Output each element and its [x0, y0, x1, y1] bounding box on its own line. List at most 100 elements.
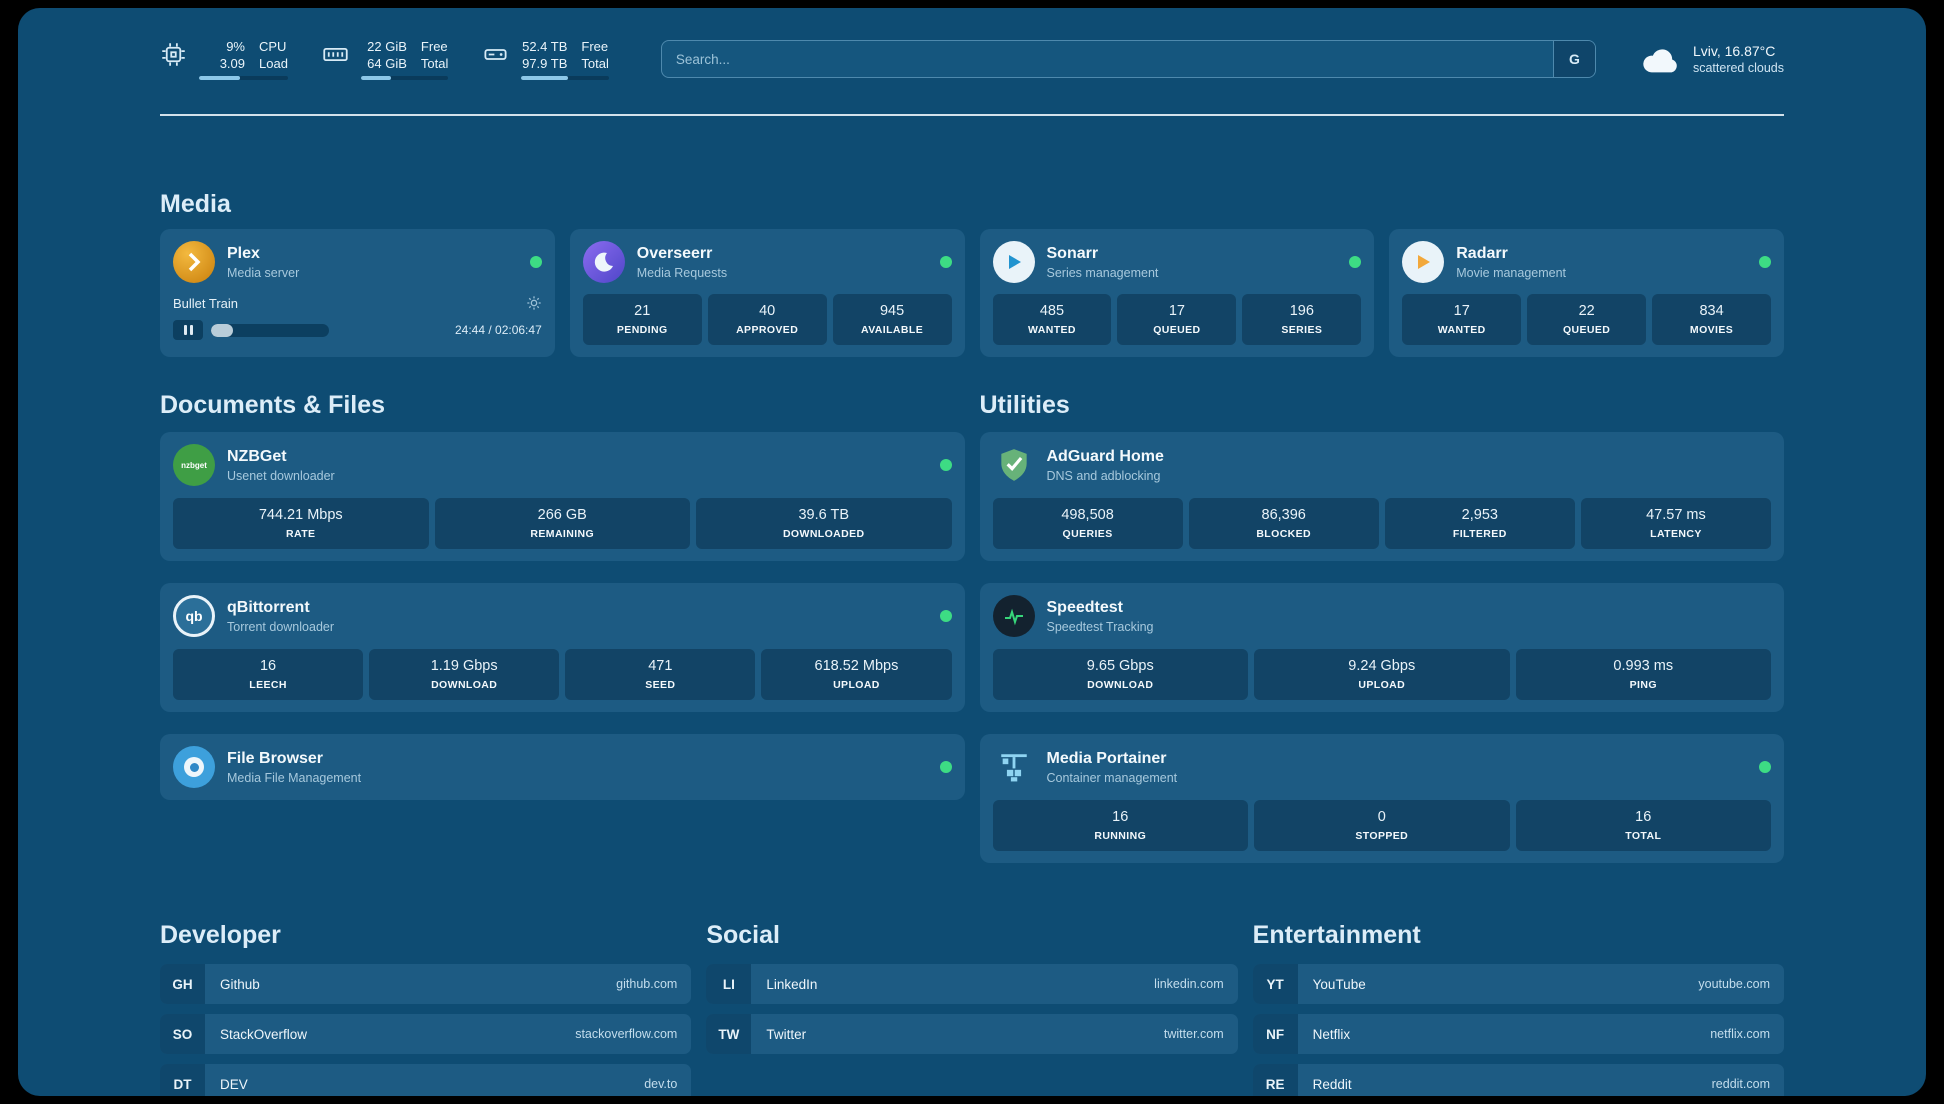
bookmark-stackoverflow[interactable]: SO StackOverflow stackoverflow.com — [160, 1014, 692, 1054]
media-grid: Plex Media server Bullet Train 24:44 / 0… — [160, 229, 1784, 357]
stat-series: 196 SERIES — [1242, 294, 1362, 345]
app-subtitle: Speedtest Tracking — [1046, 620, 1154, 634]
bookmark-netflix[interactable]: NF Netflix netflix.com — [1252, 1014, 1784, 1054]
disk-icon — [482, 41, 509, 68]
stat-running: 16 RUNNING — [992, 800, 1248, 851]
app-card-plex[interactable]: Plex Media server Bullet Train 24:44 / 0… — [160, 229, 555, 357]
status-dot — [529, 256, 542, 268]
bookmark-name: Github — [220, 976, 260, 992]
stat-download: 9.65 Gbps DOWNLOAD — [992, 649, 1248, 700]
bookmark-name: Reddit — [1312, 1076, 1352, 1092]
bookmark-name: StackOverflow — [220, 1026, 308, 1042]
stat-stopped: 0 STOPPED — [1254, 800, 1510, 851]
status-dot — [1759, 256, 1771, 268]
app-name: File Browser — [227, 750, 324, 767]
weather-widget[interactable]: Lviv, 16.87°C scattered clouds — [1640, 42, 1784, 77]
bookmark-abbr: YT — [1252, 964, 1298, 1004]
playback-progress-bar[interactable] — [211, 323, 329, 337]
ram-metric: 22 GiB 64 GiB Free Total — [322, 38, 449, 80]
adguard-icon — [993, 444, 1035, 486]
bookmark-github[interactable]: GH Github github.com — [160, 964, 692, 1004]
gear-icon[interactable] — [526, 295, 542, 311]
app-subtitle: DNS and adblocking — [1046, 469, 1161, 483]
bookmark-reddit[interactable]: RE Reddit reddit.com — [1252, 1064, 1784, 1096]
stat-queries: 498,508 QUERIES — [992, 498, 1183, 549]
bookmark-name: LinkedIn — [766, 976, 818, 992]
top-bar: 9% 3.09 CPU Load — [160, 36, 1784, 82]
weather-condition: scattered clouds — [1692, 60, 1784, 75]
bookmark-name: Twitter — [766, 1026, 807, 1042]
bookmark-twitter[interactable]: TW Twitter twitter.com — [706, 1014, 1238, 1054]
app-name: Speedtest — [1046, 599, 1123, 616]
bookmark-abbr: LI — [706, 964, 752, 1004]
ram-total-value: 64 GiB — [367, 56, 407, 71]
disk-free-value: 52.4 TB — [522, 39, 568, 54]
overseerr-icon — [582, 241, 625, 283]
bookmark-abbr: GH — [160, 964, 205, 1004]
app-name: qBittorrent — [227, 599, 310, 616]
app-subtitle: Media Requests — [636, 266, 728, 280]
stat-filtered: 2,953 FILTERED — [1384, 498, 1575, 549]
app-subtitle: Container management — [1046, 771, 1178, 785]
section-title-media: Media — [160, 190, 231, 218]
app-name: Plex — [227, 245, 260, 262]
disk-total-label: Total — [581, 56, 609, 71]
app-name: Media Portainer — [1046, 750, 1167, 767]
stat-available: 945 AVAILABLE — [832, 294, 952, 345]
status-dot — [939, 761, 952, 773]
bookmark-group-social: Social LI LinkedIn linkedin.com TW Twitt… — [706, 921, 1238, 1096]
status-dot — [939, 459, 952, 471]
app-subtitle: Media server — [227, 266, 300, 280]
cpu-usage-value: 9% — [226, 39, 245, 54]
stat-remaining: 266 GB REMAINING — [434, 498, 690, 549]
now-playing-title: Bullet Train — [173, 295, 239, 311]
bookmark-url: reddit.com — [1711, 1077, 1770, 1091]
stat-upload: 618.52 Mbps UPLOAD — [761, 649, 952, 700]
app-card-nzbget[interactable]: nzbget NZBGet Usenet downloader 744.21 M… — [160, 432, 965, 561]
disk-total-value: 97.9 TB — [522, 56, 568, 71]
app-name: AdGuard Home — [1046, 448, 1164, 465]
app-card-overseerr[interactable]: Overseerr Media Requests 21 PENDING 40 A… — [569, 229, 965, 357]
plex-icon — [173, 241, 215, 283]
search-input[interactable] — [660, 40, 1596, 78]
app-card-qbittorrent[interactable]: qb qBittorrent Torrent downloader 16 LEE… — [160, 583, 965, 712]
stat-leech: 16 LEECH — [173, 649, 364, 700]
app-subtitle: Media File Management — [227, 771, 362, 785]
stat-queued: 17 QUEUED — [1117, 294, 1237, 345]
bookmark-youtube[interactable]: YT YouTube youtube.com — [1252, 964, 1784, 1004]
cpu-metric: 9% 3.09 CPU Load — [160, 38, 288, 80]
cpu-load-label: Load — [259, 56, 288, 71]
portainer-icon — [993, 746, 1035, 788]
search-bar: G — [660, 40, 1596, 78]
speedtest-icon — [992, 595, 1035, 637]
cpu-usage-label: CPU — [259, 39, 287, 54]
app-card-radarr[interactable]: Radarr Movie management 17 WANTED 22 QUE… — [1389, 229, 1784, 357]
bookmark-url: twitter.com — [1163, 1027, 1224, 1041]
ram-total-label: Total — [420, 56, 449, 71]
stat-downloaded: 39.6 TB DOWNLOADED — [696, 498, 952, 549]
bookmark-url: github.com — [616, 977, 678, 991]
app-name: Sonarr — [1046, 245, 1099, 262]
stat-pending: 21 PENDING — [582, 294, 702, 345]
nzbget-icon: nzbget — [173, 444, 215, 486]
bookmarks-grid: Developer GH Github github.com SO StackO… — [160, 921, 1784, 1096]
disk-metric: 52.4 TB 97.9 TB Free Total — [482, 38, 609, 80]
app-card-filebrowser[interactable]: File Browser Media File Management — [160, 734, 965, 800]
bookmark-url: youtube.com — [1698, 977, 1770, 991]
bookmark-group-developer: Developer GH Github github.com SO StackO… — [160, 921, 692, 1096]
bookmark-linkedin[interactable]: LI LinkedIn linkedin.com — [706, 964, 1238, 1004]
app-subtitle: Series management — [1046, 266, 1159, 280]
app-card-speedtest[interactable]: Speedtest Speedtest Tracking 9.65 Gbps D… — [979, 583, 1784, 712]
cloud-icon — [1640, 44, 1680, 74]
app-subtitle: Torrent downloader — [227, 620, 335, 634]
stat-total: 16 TOTAL — [1515, 800, 1771, 851]
stat-queued: 22 QUEUED — [1527, 294, 1647, 345]
section-title-utilities: Utilities — [979, 391, 1070, 419]
pause-button[interactable] — [173, 320, 203, 340]
app-card-portainer[interactable]: Media Portainer Container management 16 … — [979, 734, 1784, 863]
status-dot — [1349, 256, 1362, 268]
app-card-sonarr[interactable]: Sonarr Series management 485 WANTED 17 Q… — [979, 229, 1375, 357]
app-card-adguard[interactable]: AdGuard Home DNS and adblocking 498,508 … — [979, 432, 1784, 561]
search-engine-button[interactable]: G — [1552, 41, 1595, 77]
bookmark-dev[interactable]: DT DEV dev.to — [160, 1064, 692, 1096]
